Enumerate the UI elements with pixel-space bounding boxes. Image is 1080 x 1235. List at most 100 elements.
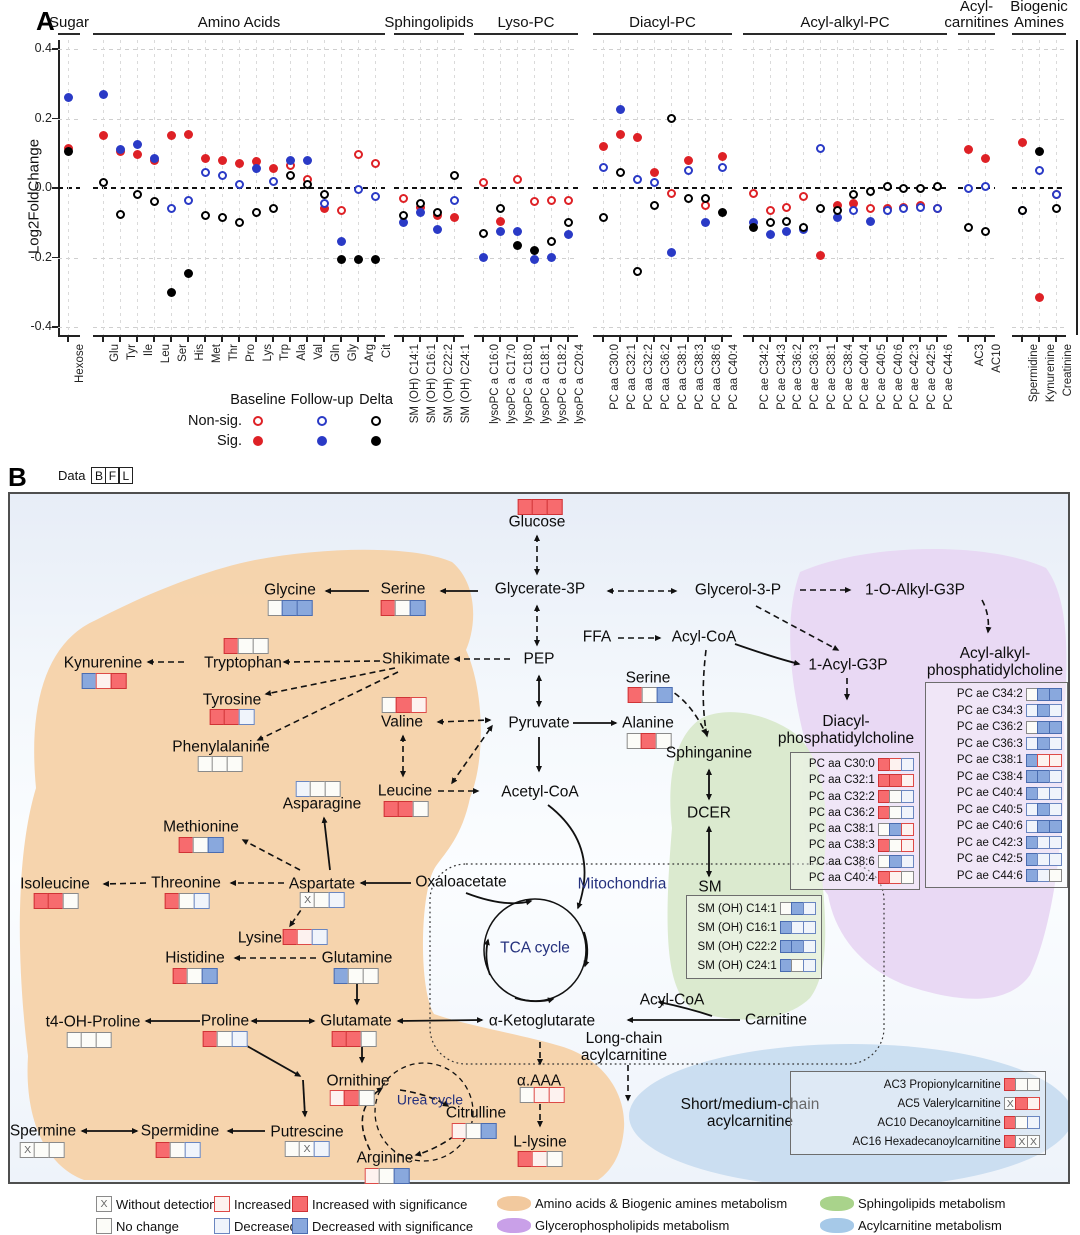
facet-group-title: Acyl-alkyl-PC <box>800 14 890 31</box>
data-point <box>432 225 442 235</box>
data-point <box>683 155 693 165</box>
region-legend-item: Glycerophospholipids metabolism <box>497 1218 729 1233</box>
data-point <box>251 164 261 174</box>
gridline-h <box>58 327 80 328</box>
data-point <box>370 192 380 202</box>
data-point <box>781 202 791 212</box>
y-tick-mark <box>52 256 58 259</box>
gridline-h <box>958 327 995 328</box>
x-tick-label: PC ae C36:3 <box>809 344 821 410</box>
y-tick-label: -0.4 <box>30 319 52 333</box>
x-tick-mark <box>357 336 359 342</box>
data-point <box>717 207 727 217</box>
data-point <box>781 216 791 226</box>
facet-group-title: Amino Acids <box>197 14 281 31</box>
gridline-v <box>1022 40 1023 335</box>
facet-group-underline <box>743 33 947 35</box>
x-tick-label: lysoPC a C16:0 <box>489 344 501 424</box>
data-point <box>336 254 346 264</box>
y-tick-label: -0.2 <box>30 249 52 264</box>
data-point <box>529 197 539 207</box>
data-point <box>848 206 858 216</box>
region-legend-label: Sphingolipids metabolism <box>858 1196 1006 1211</box>
data-point <box>529 246 539 256</box>
x-tick-mark <box>967 336 969 342</box>
x-tick-mark <box>802 336 804 342</box>
x-tick-label: Hexose <box>74 344 86 383</box>
x-tick-mark <box>919 336 921 342</box>
data-point <box>268 176 278 186</box>
x-tick-mark <box>340 336 342 342</box>
gridline-h <box>743 257 947 259</box>
gridline-h <box>394 118 464 120</box>
x-tick-label: SM (OH) C14:1 <box>409 344 421 424</box>
gridline-h <box>593 327 732 328</box>
gridline-v <box>205 40 206 335</box>
x-tick-mark <box>255 336 257 342</box>
x-tick-mark <box>516 336 518 342</box>
x-tick-mark <box>869 336 871 342</box>
data-point <box>717 152 727 162</box>
zero-line <box>394 187 464 189</box>
x-tick-mark <box>323 336 325 342</box>
data-point <box>353 254 363 264</box>
x-tick-label: Gln <box>330 344 342 362</box>
data-point <box>398 218 408 228</box>
gridline-h <box>593 257 732 259</box>
x-tick-label: Leu <box>160 344 172 364</box>
zero-line <box>593 187 732 189</box>
gridline-h <box>474 257 578 259</box>
gridline-v <box>1039 40 1040 335</box>
x-tick-mark <box>687 336 689 342</box>
x-tick-label: His <box>194 344 206 361</box>
facet-group-title: Acyl- carnitines <box>944 0 1009 31</box>
gridline-v <box>786 40 787 335</box>
data-point <box>285 155 295 165</box>
gridline-h <box>474 49 578 50</box>
data-point <box>832 206 842 216</box>
data-point <box>832 213 842 223</box>
gridline-v <box>420 40 421 335</box>
gridline-h <box>593 118 732 120</box>
y-tick-mark <box>52 48 58 50</box>
x-tick-mark <box>550 336 552 342</box>
gridline-v <box>551 40 552 335</box>
x-tick-label: PC aa C32:1 <box>626 344 638 410</box>
data-point <box>815 204 825 214</box>
data-point <box>632 133 642 143</box>
data-point <box>598 213 608 223</box>
data-point <box>495 204 505 214</box>
x-tick-label: Met <box>211 344 223 364</box>
facet-group-underline <box>93 33 385 35</box>
gridline-v <box>500 40 501 335</box>
data-point <box>183 129 193 139</box>
legend-open-dot <box>371 416 381 426</box>
panel-a-chart: Log2FoldChange 0.4 0.2 0.0 -0.2 -0.4 Sugar Hex… <box>0 0 1080 462</box>
x-tick-mark <box>1038 336 1040 342</box>
data-point <box>815 143 825 153</box>
gridline-h <box>58 257 80 259</box>
gridline-h <box>394 327 464 328</box>
data-point <box>512 240 522 250</box>
x-tick-label: Gly <box>347 344 359 362</box>
data-point <box>370 254 380 264</box>
bfl-letter: F <box>104 467 120 484</box>
gridline-v <box>671 40 672 335</box>
gridline-h <box>394 49 464 50</box>
data-point <box>963 223 973 233</box>
y-tick-mark <box>52 187 58 189</box>
status-legend-label: Increased with significance <box>312 1196 468 1212</box>
data-point <box>234 180 244 190</box>
data-point <box>700 193 710 203</box>
gridline-h <box>474 118 578 120</box>
data-point <box>478 228 488 238</box>
legend-series-title: Follow-up <box>290 392 354 408</box>
data-point <box>932 181 942 191</box>
data-point <box>598 162 608 172</box>
data-point <box>798 192 808 202</box>
data-point <box>149 197 159 207</box>
gridline-v <box>403 40 404 335</box>
x-tick-mark <box>567 336 569 342</box>
